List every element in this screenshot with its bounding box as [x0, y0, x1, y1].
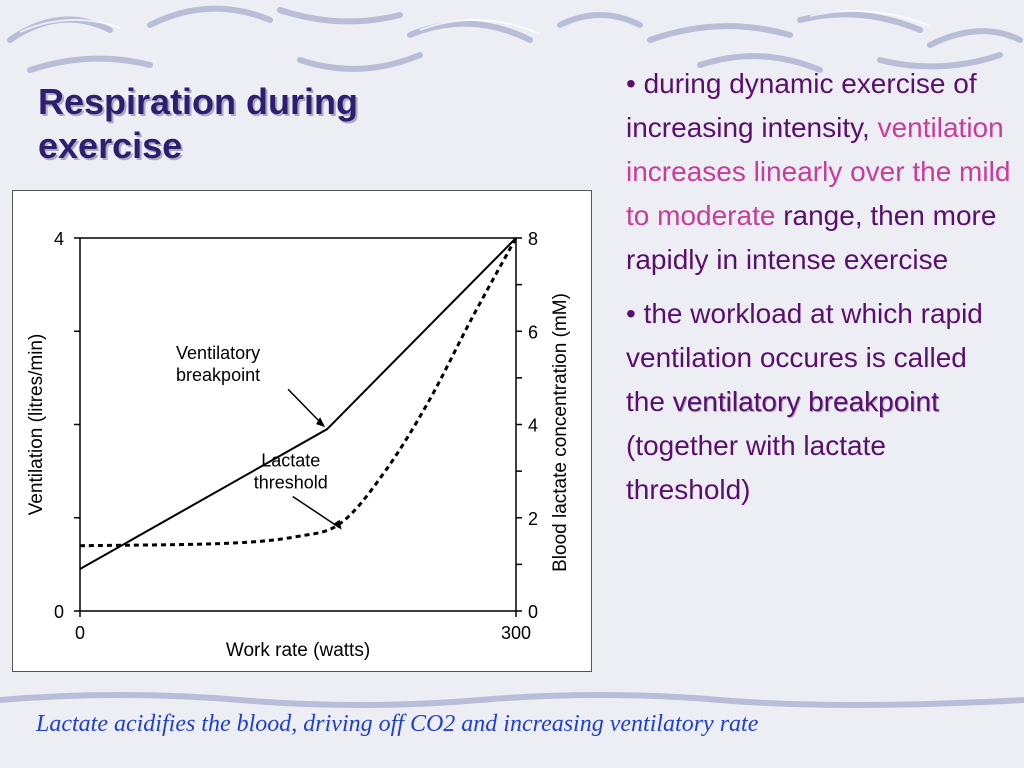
ventilation-series-line [79, 237, 517, 570]
bullet-2-highlight: ventilatory breakpoint [672, 386, 939, 417]
bullet-1: • during dynamic exercise of increasing … [626, 62, 1011, 282]
y2-tick-label: 4 [528, 416, 538, 436]
slide-title: Respiration during exercise [38, 81, 359, 166]
annotation-arrowhead-breakpoint [316, 417, 326, 428]
bullet-1-highlight: ventilation increases linearly over the … [626, 112, 1011, 231]
bullet-list: • during dynamic exercise of increasing … [626, 62, 1011, 522]
bullet-2-part-1: • the workload at which rapid ventilatio… [626, 298, 983, 417]
annotation-arrowhead-threshold [333, 519, 342, 530]
y2-tick-label: 0 [528, 602, 538, 622]
x-tick-label: 300 [501, 623, 531, 643]
chart-panel: 0 4 0 2 4 6 8 0 300 Work rate (watts) Ventilation … [12, 190, 592, 672]
y2-tick-label: 2 [528, 509, 538, 529]
x-tick-label: 0 [75, 623, 85, 643]
annotation-ventilatory-breakpoint: Ventilatory [176, 343, 260, 363]
bullet-2: • the workload at which rapid ventilatio… [626, 292, 1011, 512]
plot-frame [79, 237, 517, 612]
y2-tick-label: 6 [528, 322, 538, 342]
annotation-lactate-threshold: threshold [254, 472, 328, 492]
bullet-2-part-3: (together with lactate threshold) [626, 430, 886, 505]
annotation-ventilatory-breakpoint: breakpoint [176, 365, 260, 385]
bullet-1-part-3: range, then more rapidly in intense exer… [626, 200, 997, 275]
bullet-1-part-1: • during dynamic exercise of increasing … [626, 68, 977, 143]
annotation-arrow-breakpoint [287, 388, 324, 426]
y2-tick-label: 8 [528, 229, 538, 249]
y-tick-label: 0 [54, 602, 64, 622]
y-axis-label: Ventilation (litres/min) [26, 334, 47, 516]
y-tick-label: 4 [54, 229, 64, 249]
annotation-lactate-threshold: Lactate [261, 450, 320, 470]
x-axis-label: Work rate (watts) [226, 640, 370, 661]
y2-axis-label: Blood lactate concentration (mM) [550, 293, 571, 572]
annotation-arrow-threshold [292, 495, 341, 529]
footer-caption: Lactate acidifies the blood, driving off… [36, 711, 759, 737]
